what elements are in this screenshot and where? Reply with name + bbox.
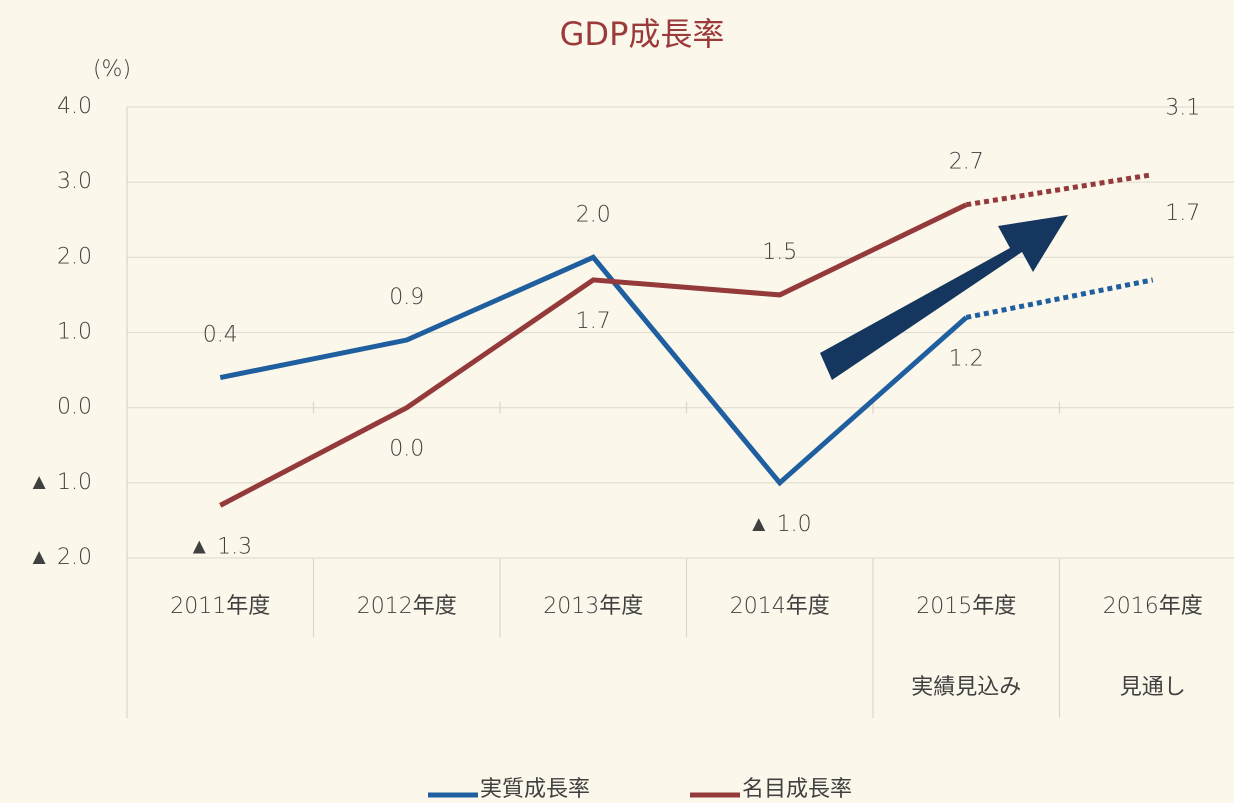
data-label: ▲ 1.0 xyxy=(748,512,812,537)
series-projection xyxy=(965,277,1154,320)
y-tick-label: ▲ 2.0 xyxy=(28,545,92,570)
grid: 4.0 3.0 2.0 1.0 0.0 ▲ 1.0 ▲ 2.0 xyxy=(28,94,1234,718)
x-tick-label: 2011年度 xyxy=(170,594,270,619)
data-label: 1.5 xyxy=(762,240,797,265)
y-unit: (%) xyxy=(93,57,131,82)
y-tick-label: 3.0 xyxy=(57,169,92,194)
series-projection xyxy=(965,172,1154,208)
series-line xyxy=(219,202,968,508)
x-tick-label: 2012年度 xyxy=(357,594,457,619)
data-label: ▲ 1.3 xyxy=(188,534,252,559)
data-label: 2.7 xyxy=(949,150,984,175)
legend-label: 名目成長率 xyxy=(742,777,852,802)
x-sublabel: 実績見込み xyxy=(911,675,1021,700)
data-label: 0.0 xyxy=(389,437,424,462)
x-tick-label: 2016年度 xyxy=(1103,594,1203,619)
data-label: 3.1 xyxy=(1165,96,1200,121)
y-tick-label: 1.0 xyxy=(57,320,92,345)
marks xyxy=(219,172,1154,508)
y-tick-label: 0.0 xyxy=(57,395,92,420)
trend-arrow xyxy=(820,215,1068,380)
data-label: 2.0 xyxy=(576,202,611,227)
y-tick-label: 4.0 xyxy=(57,94,92,119)
data-label: 0.9 xyxy=(389,285,424,310)
data-label: 1.2 xyxy=(949,346,984,371)
data-label: 0.4 xyxy=(203,323,238,348)
x-tick-label: 2015年度 xyxy=(916,594,1016,619)
y-tick-label: 2.0 xyxy=(57,244,92,269)
y-tick-label: ▲ 1.0 xyxy=(28,470,92,495)
x-tick-label: 2014年度 xyxy=(730,594,830,619)
x-sublabel: 見通し xyxy=(1120,675,1186,700)
x-tick-label: 2013年度 xyxy=(543,594,643,619)
legend-label: 実質成長率 xyxy=(480,777,590,802)
data-label: 1.7 xyxy=(576,309,611,334)
series-line xyxy=(219,254,968,487)
data-label: 1.7 xyxy=(1165,201,1200,226)
chart-title: GDP成長率 xyxy=(560,15,725,53)
